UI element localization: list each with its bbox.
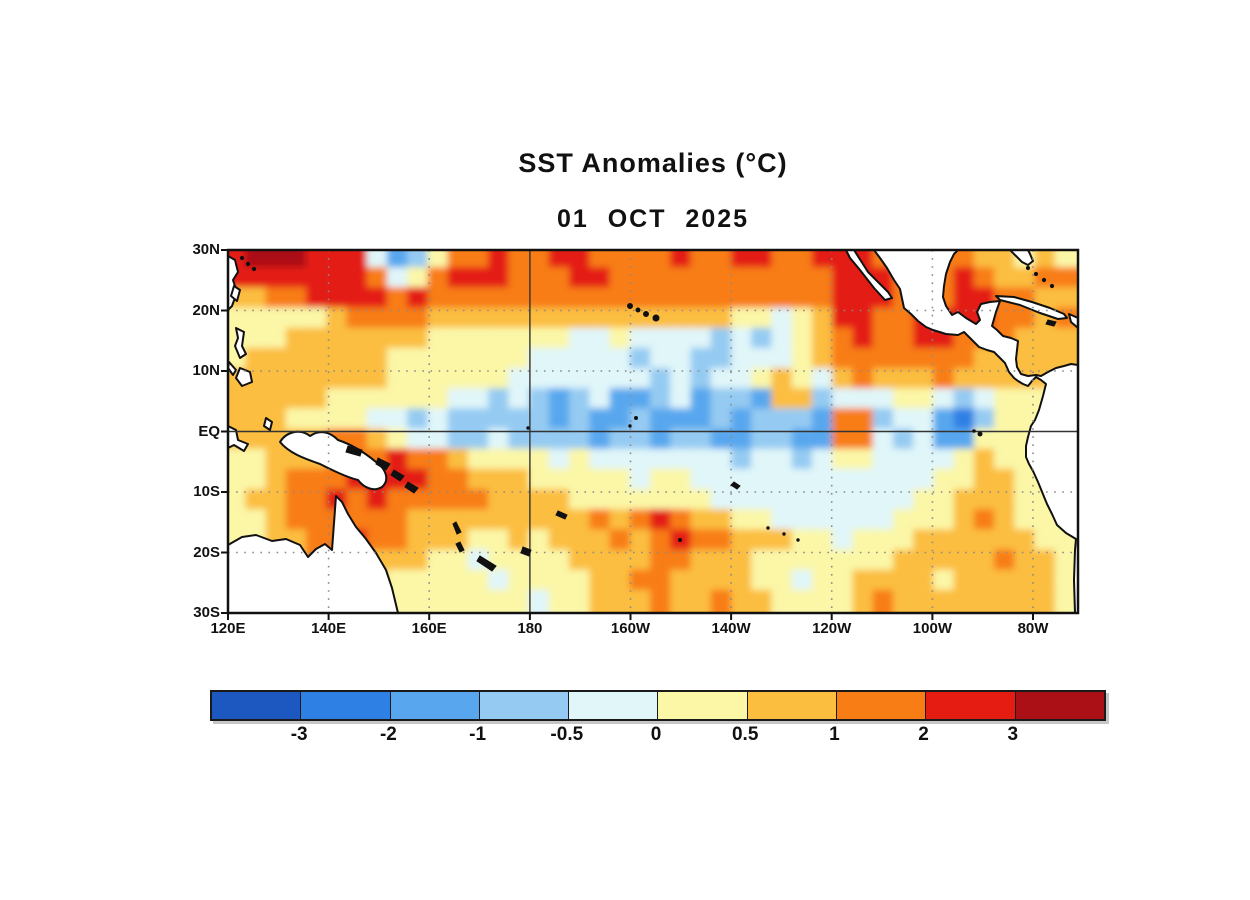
- chart-date: 01 OCT 2025: [556, 205, 750, 233]
- colorbar-segment: [390, 692, 480, 719]
- lat-tick-label: 20N: [192, 301, 220, 319]
- chart-title: SST Anomalies (°C): [518, 148, 788, 178]
- lon-tick-label: 140W: [711, 620, 751, 637]
- lon-tick-label: 120W: [812, 620, 852, 637]
- colorbar-tick-label: 3: [1007, 724, 1019, 745]
- colorbar-segment: [1015, 692, 1104, 719]
- colorbar-tick-label: -1: [469, 724, 487, 745]
- colorbar-segment: [926, 692, 1016, 719]
- lon-tick-label: 160W: [610, 620, 651, 637]
- lon-tick-label: 100W: [912, 620, 952, 637]
- lat-tick-label: EQ: [198, 422, 220, 440]
- colorbar-segment: [569, 692, 659, 719]
- colorbar-tick-label: 0.5: [731, 724, 759, 745]
- colorbar-tick-label: -3: [290, 724, 308, 745]
- lon-tick-label: 120E: [210, 620, 246, 637]
- lat-tick-label: 10S: [193, 483, 220, 500]
- colorbar: [210, 690, 1106, 721]
- pacific-sst-map: [221, 248, 1080, 620]
- lat-tick-label: 20S: [193, 543, 220, 561]
- lat-tick-label: 30S: [193, 604, 220, 621]
- colorbar-segment: [747, 692, 838, 719]
- lon-tick-label: 160E: [411, 620, 447, 637]
- colorbar-segment: [658, 692, 748, 719]
- colorbar-segment: [837, 692, 927, 719]
- lat-tick-label: 10N: [192, 362, 220, 379]
- lat-tick-label: 30N: [192, 241, 220, 258]
- colorbar-tick-label: 1: [829, 724, 840, 745]
- lon-tick-label: 140E: [311, 620, 347, 637]
- colorbar-segment: [301, 692, 391, 719]
- lon-tick-label: 180: [517, 620, 543, 637]
- lon-tick-label: 80W: [1017, 620, 1049, 637]
- colorbar-tick-label: 0: [650, 724, 662, 745]
- colorbar-tick-label: -0.5: [550, 724, 584, 745]
- map-canvas: [221, 248, 1080, 620]
- colorbar-tick-label: 2: [918, 724, 929, 745]
- colorbar-segment: [479, 692, 570, 719]
- colorbar-tick-label: -2: [379, 724, 397, 745]
- colorbar-segment: [212, 692, 302, 719]
